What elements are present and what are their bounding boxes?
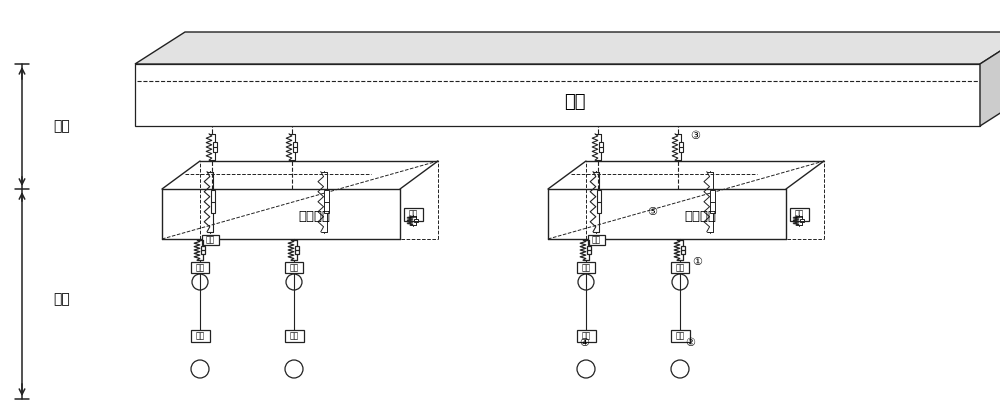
Text: 轴箱: 轴箱	[581, 263, 591, 272]
Bar	[404, 208, 423, 220]
Bar	[710, 190, 715, 213]
Bar	[597, 190, 601, 213]
Bar	[191, 262, 209, 273]
Bar	[285, 330, 304, 342]
Circle shape	[671, 360, 689, 378]
Text: 轴箱: 轴箱	[408, 210, 418, 219]
Circle shape	[285, 360, 303, 378]
Text: 轴箱: 轴箱	[195, 332, 205, 340]
Bar	[671, 330, 690, 342]
Text: 车体: 车体	[564, 93, 585, 111]
Bar	[202, 235, 218, 245]
Text: 轴箱: 轴箱	[591, 236, 601, 245]
Bar	[213, 142, 217, 152]
Bar	[293, 142, 297, 152]
Text: ③: ③	[690, 131, 700, 141]
Circle shape	[191, 360, 209, 378]
Bar	[577, 262, 595, 273]
Bar	[576, 330, 596, 342]
Text: 轴箱: 轴箱	[289, 332, 299, 340]
Bar	[588, 235, 604, 245]
Text: 轴箱: 轴箱	[289, 263, 299, 272]
Bar	[211, 190, 215, 213]
Circle shape	[577, 360, 595, 378]
Bar	[295, 246, 299, 254]
Bar	[587, 246, 591, 254]
Text: 轴箱: 轴箱	[675, 332, 685, 340]
Polygon shape	[135, 32, 1000, 64]
Bar	[135, 64, 980, 126]
Text: 轴箱: 轴箱	[675, 263, 685, 272]
Circle shape	[286, 274, 302, 290]
Text: 前转向架: 前转向架	[684, 210, 716, 222]
Bar	[414, 219, 418, 222]
Text: 轴箱: 轴箱	[794, 210, 804, 219]
Bar	[599, 142, 603, 152]
Polygon shape	[980, 32, 1000, 126]
Circle shape	[192, 274, 208, 290]
Text: 轴箱: 轴箱	[581, 332, 591, 340]
Text: ②: ②	[685, 338, 695, 348]
Bar	[800, 219, 804, 222]
Circle shape	[672, 274, 688, 290]
Bar	[790, 208, 808, 220]
Bar	[285, 262, 303, 273]
Bar	[679, 142, 683, 152]
Bar	[671, 262, 689, 273]
Circle shape	[578, 274, 594, 290]
Text: 轴箱: 轴箱	[195, 263, 205, 272]
Text: ④: ④	[579, 338, 589, 348]
Bar	[190, 330, 210, 342]
Text: 轴箱: 轴箱	[205, 236, 215, 245]
Text: ⑤: ⑤	[648, 206, 658, 217]
Text: 二系: 二系	[54, 120, 70, 134]
Bar	[201, 246, 205, 254]
Text: 一系: 一系	[54, 292, 70, 306]
Bar	[681, 246, 685, 254]
Text: 后转向架: 后转向架	[298, 210, 330, 222]
Text: ①: ①	[692, 257, 702, 267]
Bar	[324, 190, 329, 213]
